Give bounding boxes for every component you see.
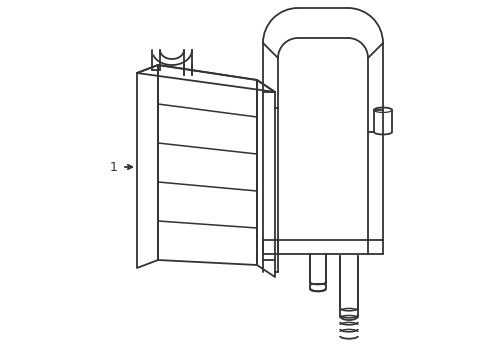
Text: 1: 1 xyxy=(110,161,118,174)
